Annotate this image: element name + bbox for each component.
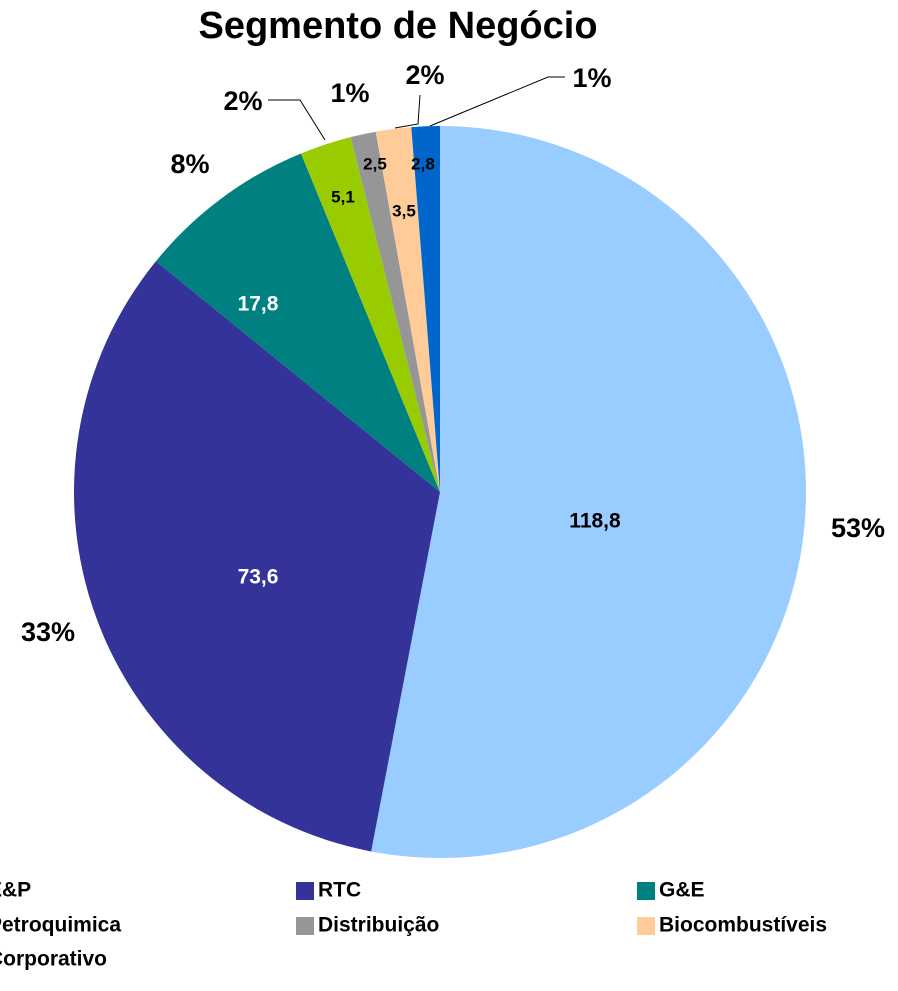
value-label: 118,8 bbox=[569, 510, 621, 533]
legend-swatch bbox=[296, 917, 314, 935]
pie-slice bbox=[350, 131, 440, 492]
percent-label: 1% bbox=[330, 78, 369, 108]
pie-slice bbox=[375, 127, 440, 492]
percent-label: 1% bbox=[572, 63, 611, 93]
value-label: 3,5 bbox=[392, 201, 416, 220]
pie-slice bbox=[411, 126, 440, 492]
legend-label: Petroquimica bbox=[0, 914, 121, 937]
pie-slice bbox=[74, 261, 440, 852]
value-label: 5,1 bbox=[331, 187, 355, 206]
leader-line bbox=[268, 99, 326, 141]
pie-slice bbox=[371, 126, 807, 859]
chart-title: Segmento de Negócio bbox=[198, 5, 597, 47]
value-label: 17,8 bbox=[238, 293, 279, 316]
legend-swatch bbox=[637, 917, 655, 935]
value-label: 2,5 bbox=[363, 154, 387, 173]
legend-swatch bbox=[637, 882, 655, 900]
percent-label: 53% bbox=[831, 513, 885, 543]
value-label: 73,6 bbox=[238, 566, 279, 589]
legend-label: G&E bbox=[659, 879, 705, 902]
percent-label: 2% bbox=[223, 86, 262, 116]
legend-label: Distribuição bbox=[318, 914, 439, 937]
percent-label: 33% bbox=[21, 617, 75, 647]
legend-label: E&P bbox=[0, 879, 31, 902]
pie-slice bbox=[300, 137, 440, 492]
value-label: 2,8 bbox=[411, 154, 435, 173]
pie-slice bbox=[155, 153, 440, 493]
legend-label: Biocombustíveis bbox=[659, 914, 827, 937]
legend-label: Corporativo bbox=[0, 948, 107, 971]
percent-label: 2% bbox=[405, 60, 444, 90]
percent-label: 8% bbox=[170, 149, 209, 179]
leader-line bbox=[429, 76, 565, 127]
legend-label: RTC bbox=[318, 879, 361, 902]
leader-line bbox=[394, 94, 421, 129]
legend-swatch bbox=[296, 882, 314, 900]
